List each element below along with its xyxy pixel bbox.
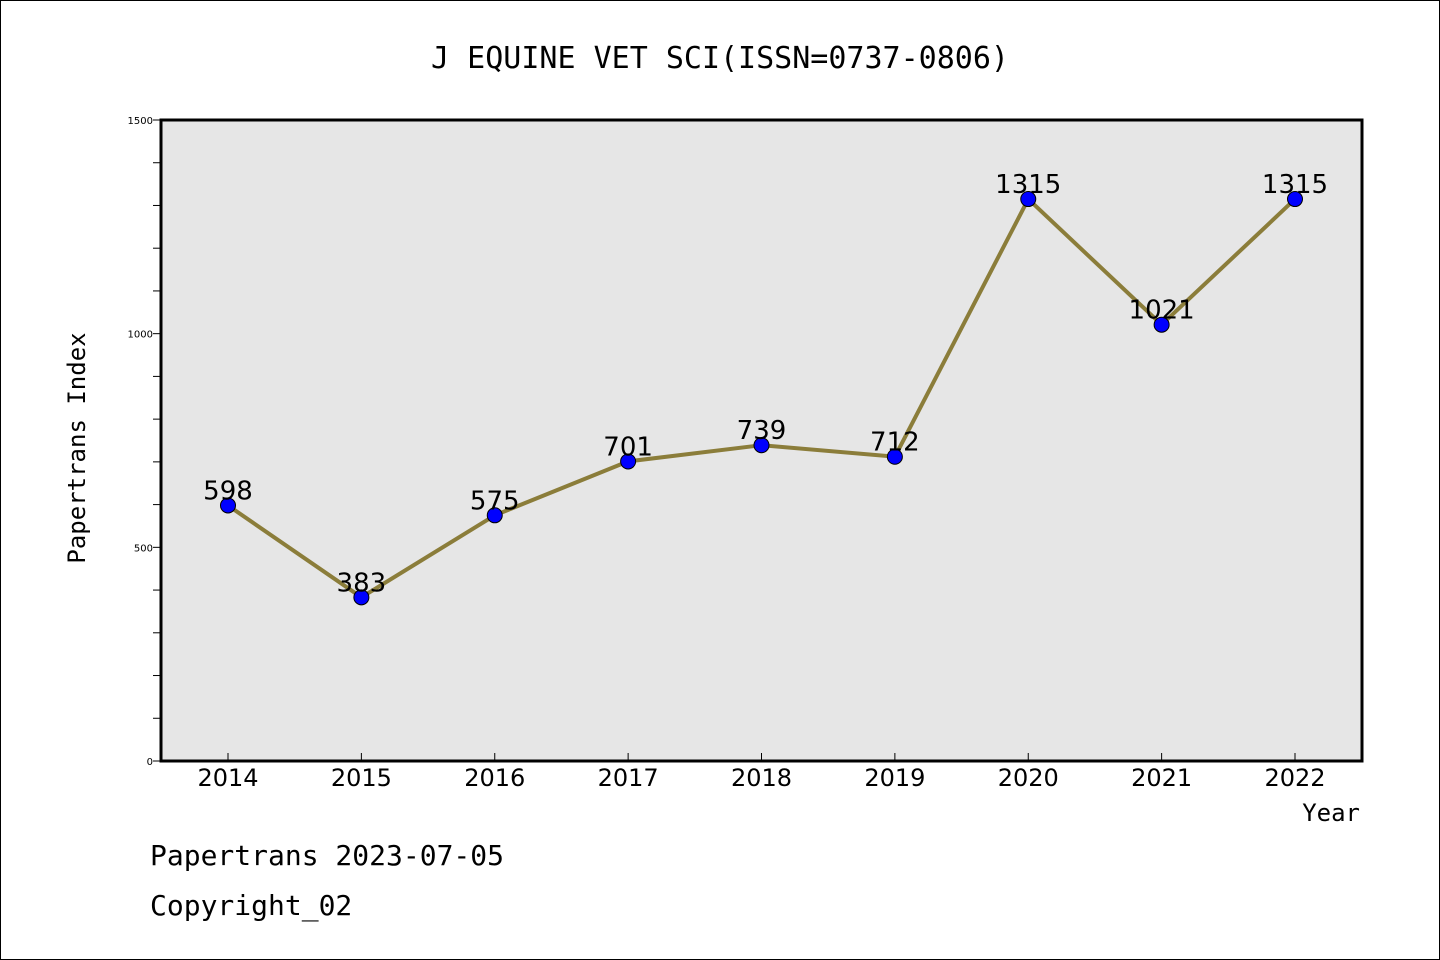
data-point (220, 497, 236, 514)
data-label: 1021 (1129, 296, 1195, 326)
footer-copyright: Copyright_02 (150, 889, 352, 923)
data-point (1020, 191, 1037, 208)
x-tick-label: 2019 (864, 764, 925, 792)
x-axis-label: Year (1302, 799, 1360, 827)
data-point (620, 453, 637, 470)
data-label: 1315 (1262, 170, 1328, 200)
data-point (353, 589, 370, 606)
y-tick-label: 1500 (128, 116, 153, 127)
data-label: 1315 (995, 170, 1061, 200)
x-axis: 2014 2015 2016 2017 2018 2019 2020 2021 2022 (197, 753, 1326, 792)
x-tick-label: 2017 (598, 764, 659, 792)
data-point (886, 448, 903, 465)
y-axis: 0 500 1000 1500 (128, 116, 161, 768)
data-point (486, 507, 503, 524)
data-labels: 598 383 575 701 739 712 1315 1021 1315 (203, 170, 1328, 598)
x-tick-label: 2018 (731, 764, 792, 792)
data-series (220, 191, 1303, 606)
data-label: 575 (470, 486, 520, 516)
x-tick-label: 2020 (998, 764, 1059, 792)
data-label: 598 (203, 476, 253, 506)
x-tick-label: 2014 (197, 764, 258, 792)
data-label: 383 (337, 568, 387, 598)
data-point (1153, 316, 1170, 333)
y-tick-label: 1000 (128, 330, 153, 341)
y-axis-label: Papertrans Index (63, 332, 91, 563)
data-label: 712 (870, 428, 920, 458)
y-tick-label: 500 (134, 543, 153, 554)
x-tick-label: 2015 (331, 764, 392, 792)
x-tick-label: 2022 (1264, 764, 1325, 792)
x-tick-label: 2021 (1131, 764, 1192, 792)
footer-date: Papertrans 2023-07-05 (150, 839, 504, 872)
data-label: 739 (737, 416, 787, 446)
data-point (1287, 191, 1303, 208)
data-label: 701 (603, 432, 653, 462)
x-tick-label: 2016 (464, 764, 525, 792)
chart-title: J EQUINE VET SCI(ISSN=0737-0806) (431, 41, 1009, 76)
y-tick-label: 0 (147, 757, 153, 768)
data-point (753, 437, 770, 454)
